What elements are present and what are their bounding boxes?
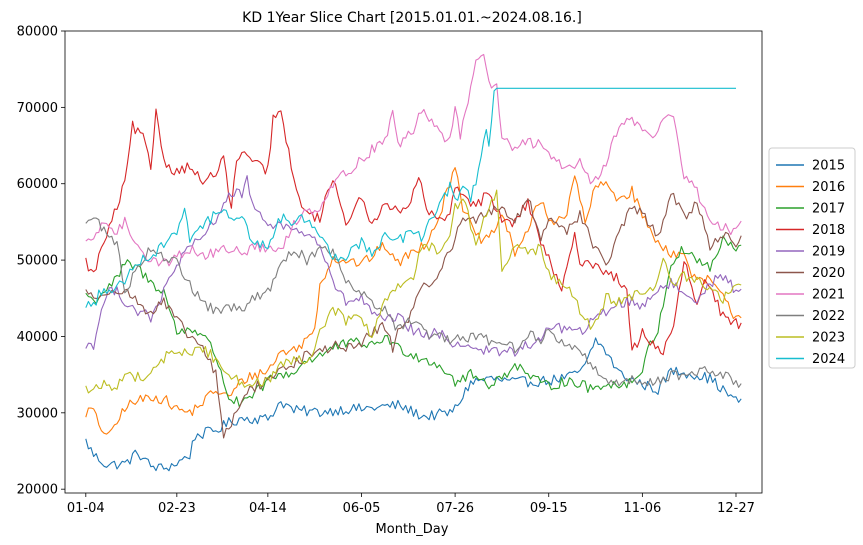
- legend-box: [768, 147, 856, 369]
- y-tick-label: 70000: [17, 101, 58, 116]
- plot-frame: [64, 30, 763, 494]
- x-tick-label: 09-15: [530, 501, 568, 516]
- legend-label-2015: 2015: [812, 159, 845, 174]
- legend-label-2016: 2016: [812, 180, 845, 195]
- x-tick-label: 06-05: [343, 501, 381, 516]
- series-line-2018: [85, 108, 742, 356]
- series-line-2015: [85, 337, 742, 472]
- x-tick-label: 12-27: [717, 501, 755, 516]
- y-tick-label: 80000: [17, 25, 58, 40]
- series-lines: [85, 53, 742, 472]
- legend-label-2017: 2017: [812, 202, 845, 217]
- legend-label-2018: 2018: [812, 223, 845, 238]
- x-axis: 01-04 02-23 04-14 06-05 07-26 09-15 11-06 12-27: [67, 493, 755, 516]
- legend-label-2024: 2024: [812, 352, 845, 367]
- series-line-2020: [85, 192, 742, 439]
- series-line-2021: [85, 53, 742, 267]
- x-tick-label: 01-04: [67, 501, 105, 516]
- series-line-2016: [85, 167, 742, 435]
- legend-label-2020: 2020: [812, 266, 845, 281]
- y-axis: 20000 30000 40000 50000 60000 70000 80000: [17, 25, 65, 498]
- legend: 2015 2016 2017 2018 2019 2020 2021 2022 2023 2024: [768, 147, 856, 369]
- y-tick-label: 50000: [17, 254, 58, 269]
- series-line-2022: [85, 217, 742, 388]
- series-line-2024: [85, 87, 736, 308]
- y-tick-label: 40000: [17, 330, 58, 345]
- x-tick-label: 04-14: [249, 501, 287, 516]
- x-tick-label: 02-23: [158, 501, 196, 516]
- x-axis-label: Month_Day: [376, 522, 449, 537]
- x-tick-label: 11-06: [623, 501, 661, 516]
- y-tick-label: 30000: [17, 406, 58, 421]
- y-tick-label: 60000: [17, 177, 58, 192]
- y-tick-label: 20000: [17, 483, 58, 498]
- legend-label-2019: 2019: [812, 245, 845, 260]
- x-tick-label: 07-26: [436, 501, 474, 516]
- series-line-2023: [85, 189, 742, 394]
- legend-label-2021: 2021: [812, 288, 845, 303]
- chart-title: KD 1Year Slice Chart [2015.01.01.~2024.0…: [242, 10, 582, 26]
- series-line-2019: [85, 175, 742, 357]
- legend-label-2023: 2023: [812, 331, 845, 346]
- series-line-2017: [85, 235, 742, 408]
- legend-label-2022: 2022: [812, 309, 845, 324]
